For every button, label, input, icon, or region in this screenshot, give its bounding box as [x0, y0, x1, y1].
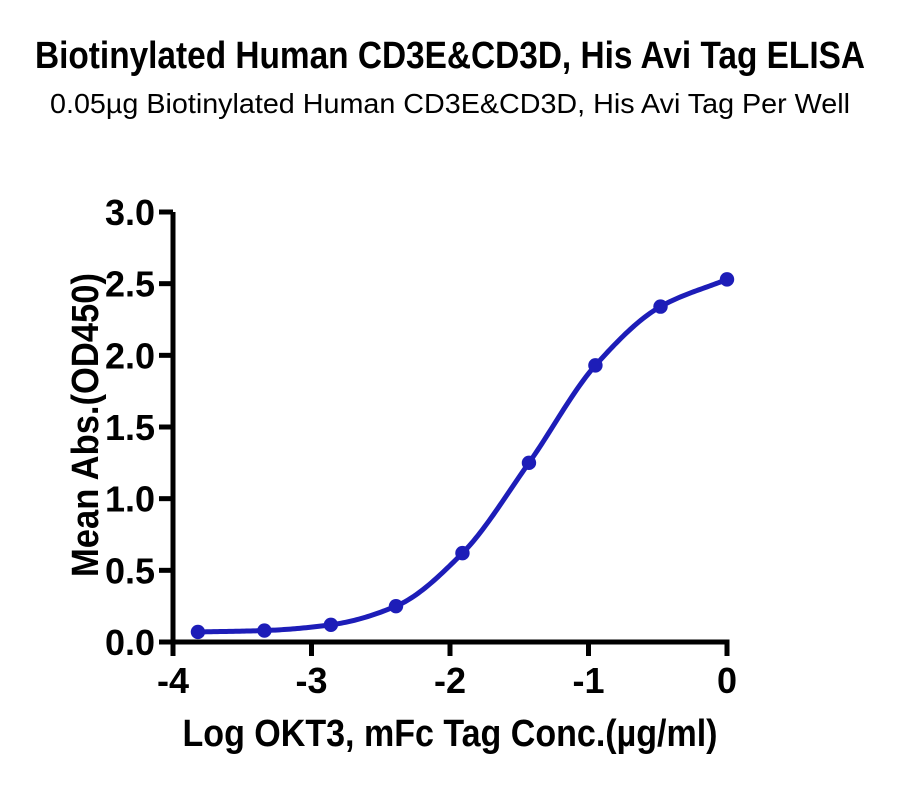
- data-point: [653, 299, 668, 314]
- x-tick-label: -2: [434, 660, 466, 701]
- chart-title: Biotinylated Human CD3E&CD3D, His Avi Ta…: [35, 35, 865, 77]
- data-point: [455, 545, 470, 561]
- x-tick-label: -1: [572, 660, 604, 701]
- chart-subtitle: 0.05µg Biotinylated Human CD3E&CD3D, His…: [50, 88, 850, 119]
- data-point: [388, 598, 404, 614]
- y-tick-label: 3.0: [105, 192, 155, 233]
- y-axis-title: Mean Abs.(OD450): [65, 273, 107, 577]
- data-point: [588, 358, 603, 373]
- data-point: [257, 623, 272, 638]
- y-tick-label: 1.5: [105, 407, 155, 448]
- data-point: [719, 272, 735, 287]
- x-axis-title: Log OKT3, mFc Tag Conc.(µg/ml): [183, 713, 718, 755]
- data-point: [190, 624, 206, 640]
- x-tick-label: 0: [717, 660, 737, 701]
- data-point: [521, 455, 537, 471]
- y-tick-label: 0.5: [105, 550, 155, 591]
- fit-curve: [195, 276, 730, 635]
- y-tick-label: 0.0: [105, 622, 155, 663]
- x-tick-label: -3: [295, 660, 327, 701]
- plot-area: 0.0 0.5 1.0 1.5 2.0 2.5 3.0 -4 -3 -2 -1 0: [105, 192, 737, 701]
- x-tick-label: -4: [157, 660, 189, 701]
- y-tick-label: 2.0: [105, 335, 155, 376]
- data-point: [323, 617, 339, 632]
- y-tick-label: 2.5: [105, 264, 155, 305]
- y-tick-label: 1.0: [105, 479, 155, 520]
